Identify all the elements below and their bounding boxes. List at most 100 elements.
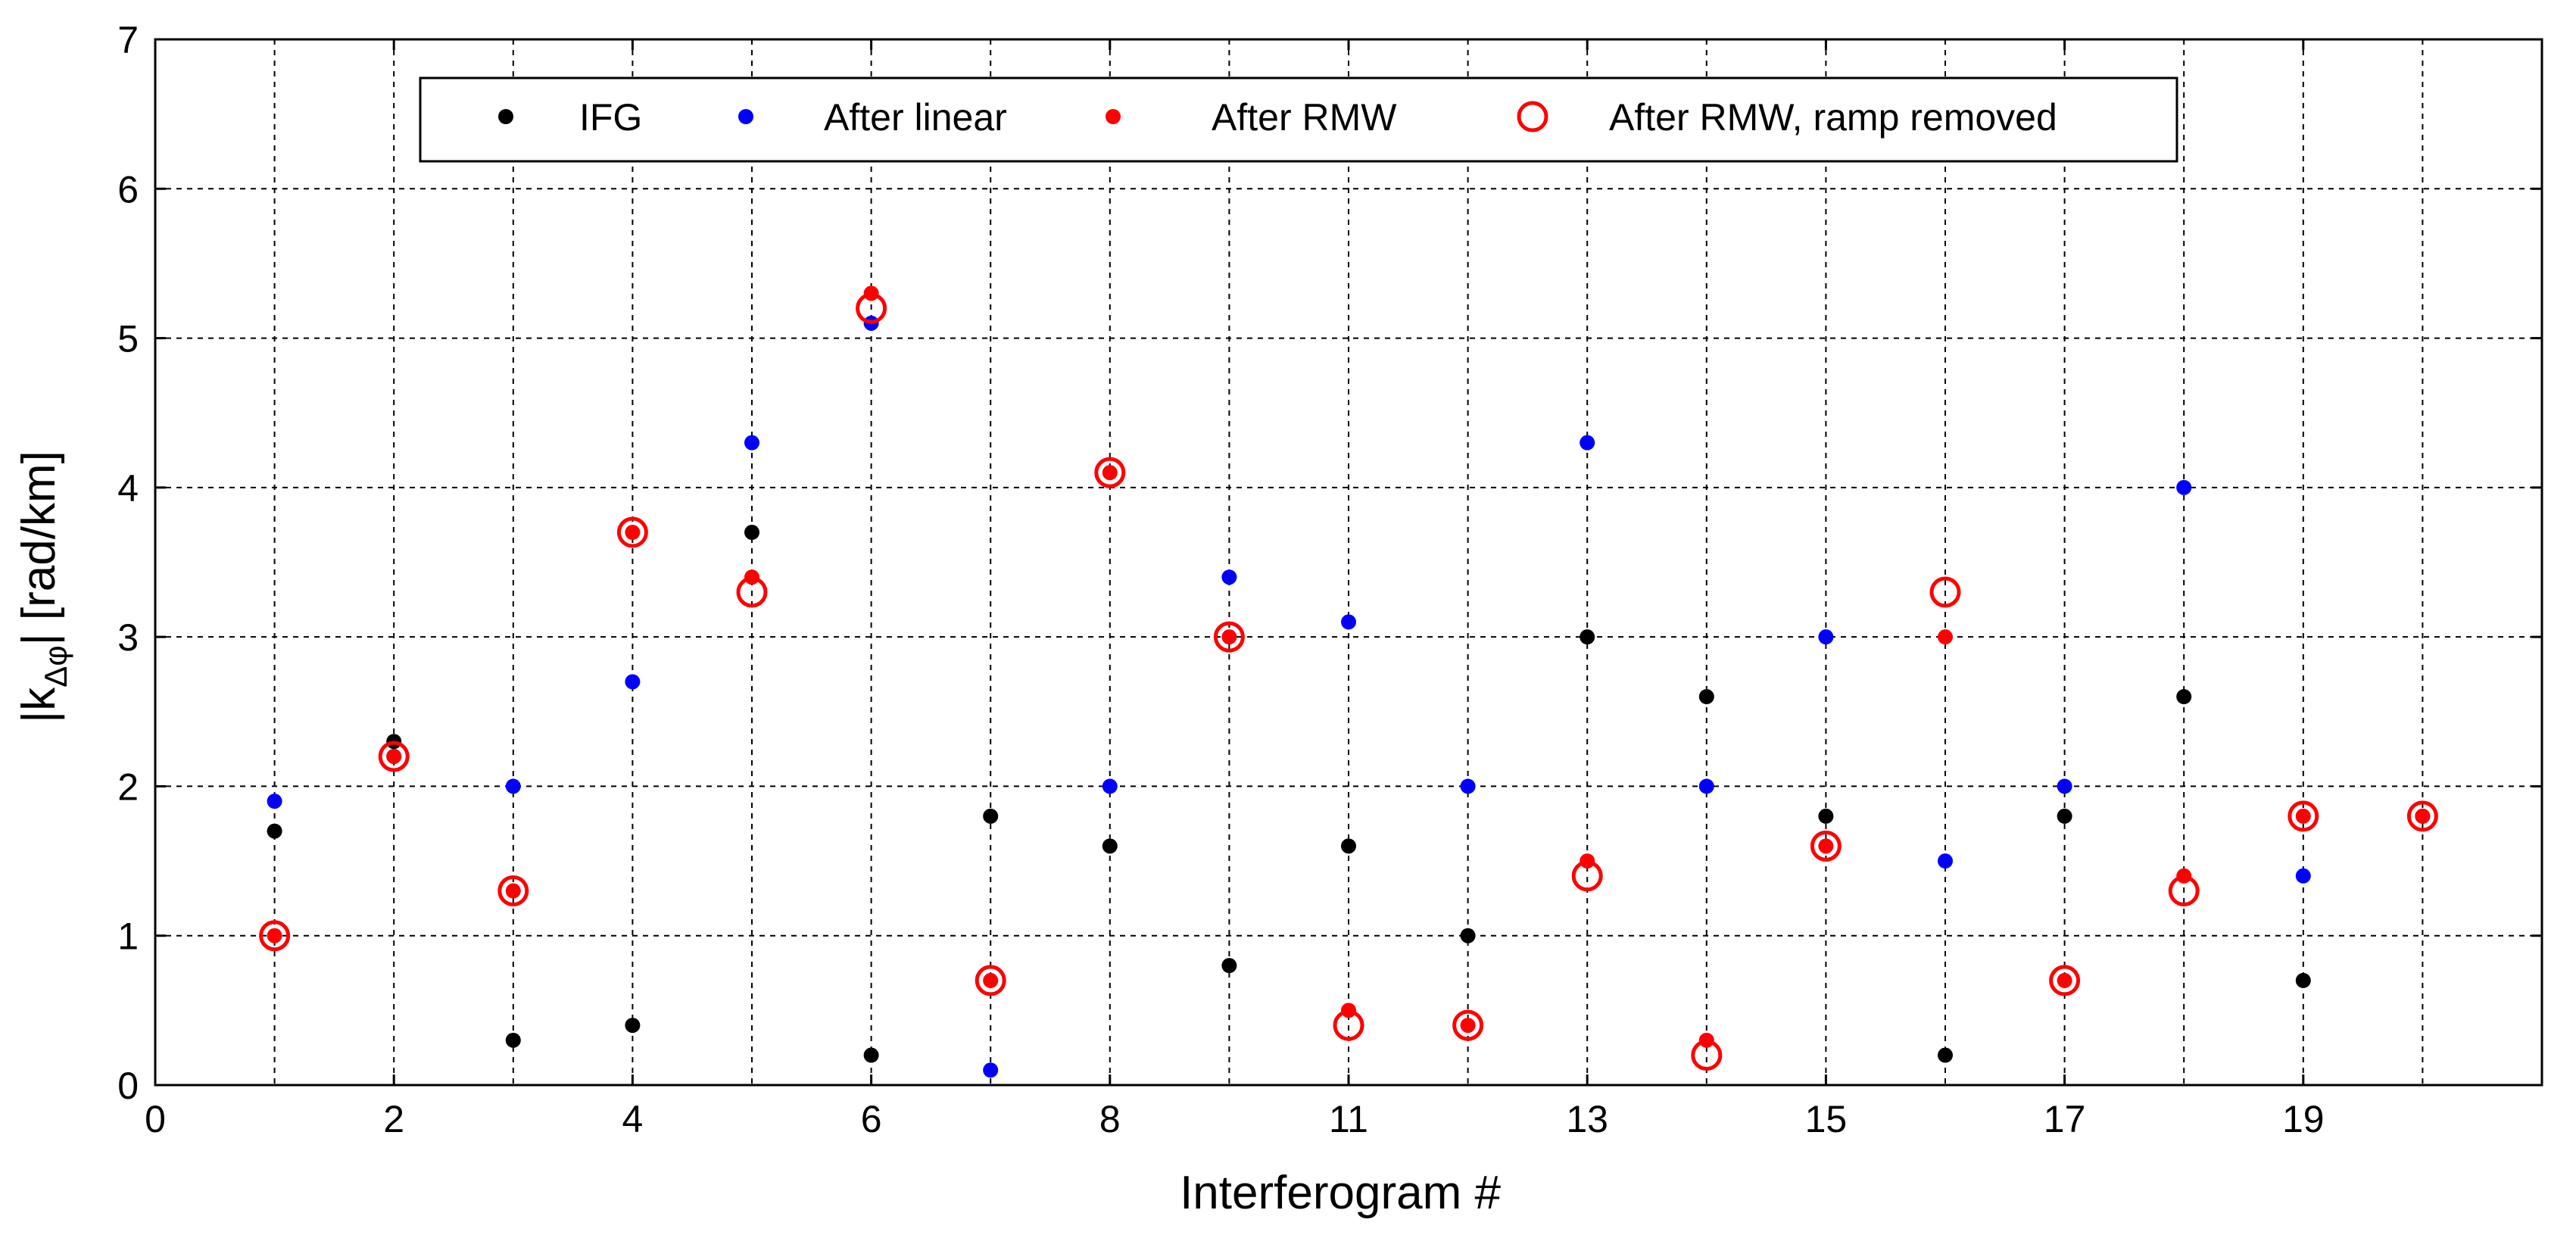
data-point [378, 741, 410, 772]
data-point [625, 674, 641, 690]
y-tick-label: 3 [117, 616, 139, 659]
legend-label: After RMW, ramp removed [1609, 96, 2057, 139]
y-tick-label: 1 [117, 915, 139, 958]
data-point [2176, 689, 2192, 705]
data-point [1810, 830, 1842, 862]
data-point [1938, 1047, 1953, 1063]
data-point [1580, 435, 1595, 451]
data-point [1221, 629, 1237, 645]
data-point [1580, 629, 1595, 645]
y-tick-label: 2 [117, 766, 139, 808]
data-point [2057, 778, 2072, 794]
grid-layer [155, 39, 2542, 1085]
data-point [2057, 972, 2072, 988]
data-point [267, 823, 282, 839]
data-point [386, 748, 402, 764]
x-tick-label: 17 [2044, 1098, 2086, 1140]
legend-marker [1517, 101, 1548, 133]
data-point [2049, 965, 2081, 996]
legend-marker [738, 109, 753, 124]
data-point [744, 525, 759, 541]
legend-box [419, 76, 2178, 163]
data-point [744, 435, 759, 451]
legend-label: After linear [824, 96, 1007, 139]
data-point [1938, 853, 1953, 869]
legend-label: After RMW [1212, 96, 1397, 139]
data-point [1818, 629, 1834, 645]
y-axis-title-subscript: Δφ [38, 645, 73, 687]
data-point [505, 778, 521, 794]
data-point [267, 928, 282, 943]
data-point [2295, 972, 2311, 988]
data-point [625, 525, 641, 541]
x-tick-label: 13 [1566, 1098, 1608, 1140]
data-point [1102, 778, 1118, 794]
y-axis-title: |kΔφ| [rad/km] [13, 451, 73, 723]
data-point [1938, 629, 1953, 645]
data-point [1460, 1018, 1476, 1034]
data-point [975, 965, 1006, 996]
axis-ticks: 0 2 4 6 8 11 13 15 17 19 0 1 2 3 4 5 6 7 [117, 19, 2542, 1140]
data-point [616, 516, 648, 548]
data-point [1818, 808, 1834, 824]
data-series [259, 285, 2438, 1078]
data-point [983, 1062, 999, 1078]
data-point [2406, 800, 2438, 832]
data-point [856, 292, 887, 324]
data-point [505, 883, 521, 899]
data-point [736, 576, 768, 608]
data-point [1818, 838, 1834, 854]
data-point [2295, 808, 2311, 824]
data-point [863, 1047, 879, 1063]
data-point [497, 875, 529, 907]
data-point [1571, 860, 1603, 892]
data-point [2176, 479, 2192, 495]
y-tick-label: 7 [117, 19, 139, 61]
data-point [1102, 838, 1118, 854]
data-point [1698, 689, 1714, 705]
x-tick-label: 11 [1329, 1098, 1368, 1140]
x-tick-label: 2 [383, 1098, 404, 1140]
data-point [1691, 1040, 1723, 1071]
x-tick-label: 8 [1099, 1098, 1121, 1140]
legend-marker [1106, 109, 1121, 124]
data-point [2057, 808, 2072, 824]
series-1 [267, 315, 2431, 1078]
data-point [1102, 465, 1118, 481]
data-point [267, 794, 282, 809]
data-point [2415, 808, 2431, 824]
data-point [259, 920, 291, 952]
x-tick-label: 4 [622, 1098, 643, 1140]
legend-label: IFG [579, 96, 642, 139]
y-tick-label: 5 [117, 318, 139, 360]
data-point [625, 1018, 641, 1034]
data-point [1213, 621, 1245, 653]
legend: IFG After linear After RMW After RMW, ramp … [419, 76, 2178, 163]
data-point [2288, 800, 2319, 832]
data-point [2168, 875, 2200, 907]
data-point [1929, 576, 1961, 608]
x-tick-label: 6 [861, 1098, 882, 1140]
data-point [1094, 457, 1126, 488]
series-3 [259, 292, 2438, 1071]
data-point [1460, 778, 1476, 794]
data-point [1221, 958, 1237, 974]
x-tick-label: 19 [2282, 1098, 2325, 1140]
y-axis-title-prefix: |k [13, 687, 65, 723]
data-point [1460, 928, 1476, 943]
data-point [1698, 778, 1714, 794]
data-point [505, 1032, 521, 1048]
data-point [983, 808, 999, 824]
x-axis-title: Interferogram # [1180, 1167, 1501, 1219]
x-tick-label: 15 [1805, 1098, 1848, 1140]
x-tick-label: 0 [145, 1098, 166, 1140]
data-point [1333, 1009, 1364, 1041]
data-point [1221, 569, 1237, 585]
data-point [1341, 838, 1356, 854]
data-point [2295, 868, 2311, 884]
data-point [1341, 614, 1356, 630]
y-axis-title-suffix: | [rad/km] [13, 451, 65, 645]
y-tick-label: 0 [117, 1065, 139, 1107]
